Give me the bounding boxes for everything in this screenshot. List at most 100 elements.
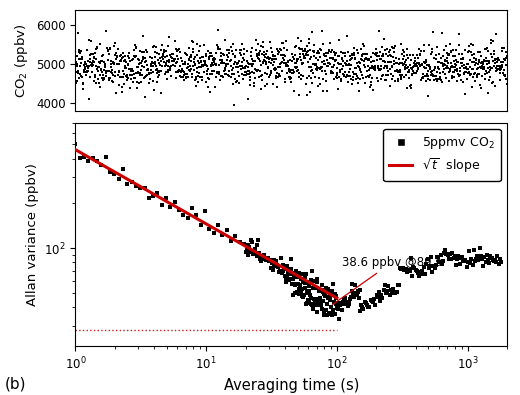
Point [318,306,326,312]
Point [393,60,401,66]
Point [145,80,153,86]
Point [159,56,167,62]
Point [314,83,322,89]
Point [203,47,212,54]
Point [486,64,494,70]
Point [163,75,172,82]
Point [439,69,447,75]
Point [383,53,392,59]
Point [219,60,227,66]
Point [302,81,310,87]
Point [282,60,290,66]
Point [430,77,438,83]
Legend: 5ppmv CO$_2$, $\sqrt{t}$  slope: 5ppmv CO$_2$, $\sqrt{t}$ slope [383,129,501,181]
Point [446,250,454,257]
Point [300,47,308,54]
Point [378,75,386,82]
Point [217,53,225,59]
Point [357,302,365,308]
Point [260,49,268,55]
Point [405,66,413,73]
Point [341,301,349,307]
Point [346,295,354,302]
Point [283,263,291,269]
Point [426,77,434,83]
Point [225,47,233,53]
Point [270,58,279,65]
Point [265,258,274,264]
Point [339,63,347,70]
Point [102,70,110,76]
Point [259,39,268,45]
Point [233,60,242,66]
Point [325,47,333,54]
Point [200,62,208,68]
Point [190,67,199,73]
Point [287,67,295,73]
Point [301,46,309,52]
Point [330,62,339,68]
Point [97,66,105,73]
Point [327,49,335,56]
Point [350,52,358,58]
Point [478,58,486,65]
Point [441,58,450,64]
Point [307,75,315,81]
Point [73,63,82,69]
Point [73,70,82,76]
Point [400,49,409,55]
Point [131,42,139,48]
Point [452,77,461,84]
Point [217,57,226,63]
Point [248,45,256,51]
Point [306,53,315,60]
Point [502,49,511,55]
Point [452,47,461,53]
Point [211,60,219,67]
Point [376,56,385,62]
Point [267,60,276,66]
Point [427,69,435,75]
Point [271,56,280,62]
Point [498,64,506,70]
Point [210,68,218,75]
Point [230,71,238,77]
Point [483,58,491,64]
Point [432,56,440,62]
Point [219,74,228,81]
Point [232,47,241,53]
Point [493,58,501,65]
Point [79,81,87,87]
Point [145,71,153,77]
Point [170,57,178,63]
Point [99,72,107,78]
Point [502,55,510,61]
Point [476,82,484,88]
Point [450,60,459,67]
Point [419,64,427,70]
Point [436,76,444,82]
Point [266,55,274,62]
Point [394,75,402,82]
Point [257,252,265,259]
Point [354,50,362,56]
Point [464,48,473,55]
Point [272,75,280,81]
Point [330,299,339,305]
Point [354,75,362,81]
Point [143,72,151,78]
Point [477,65,485,71]
Point [134,69,142,75]
Point [368,65,376,71]
Point [246,73,254,80]
Point [493,253,502,260]
Point [380,58,388,64]
Point [194,58,202,64]
Point [165,64,174,70]
Point [87,51,95,57]
Point [343,33,352,39]
Point [150,49,159,55]
Point [240,72,249,78]
Point [281,273,289,279]
Point [482,68,490,74]
